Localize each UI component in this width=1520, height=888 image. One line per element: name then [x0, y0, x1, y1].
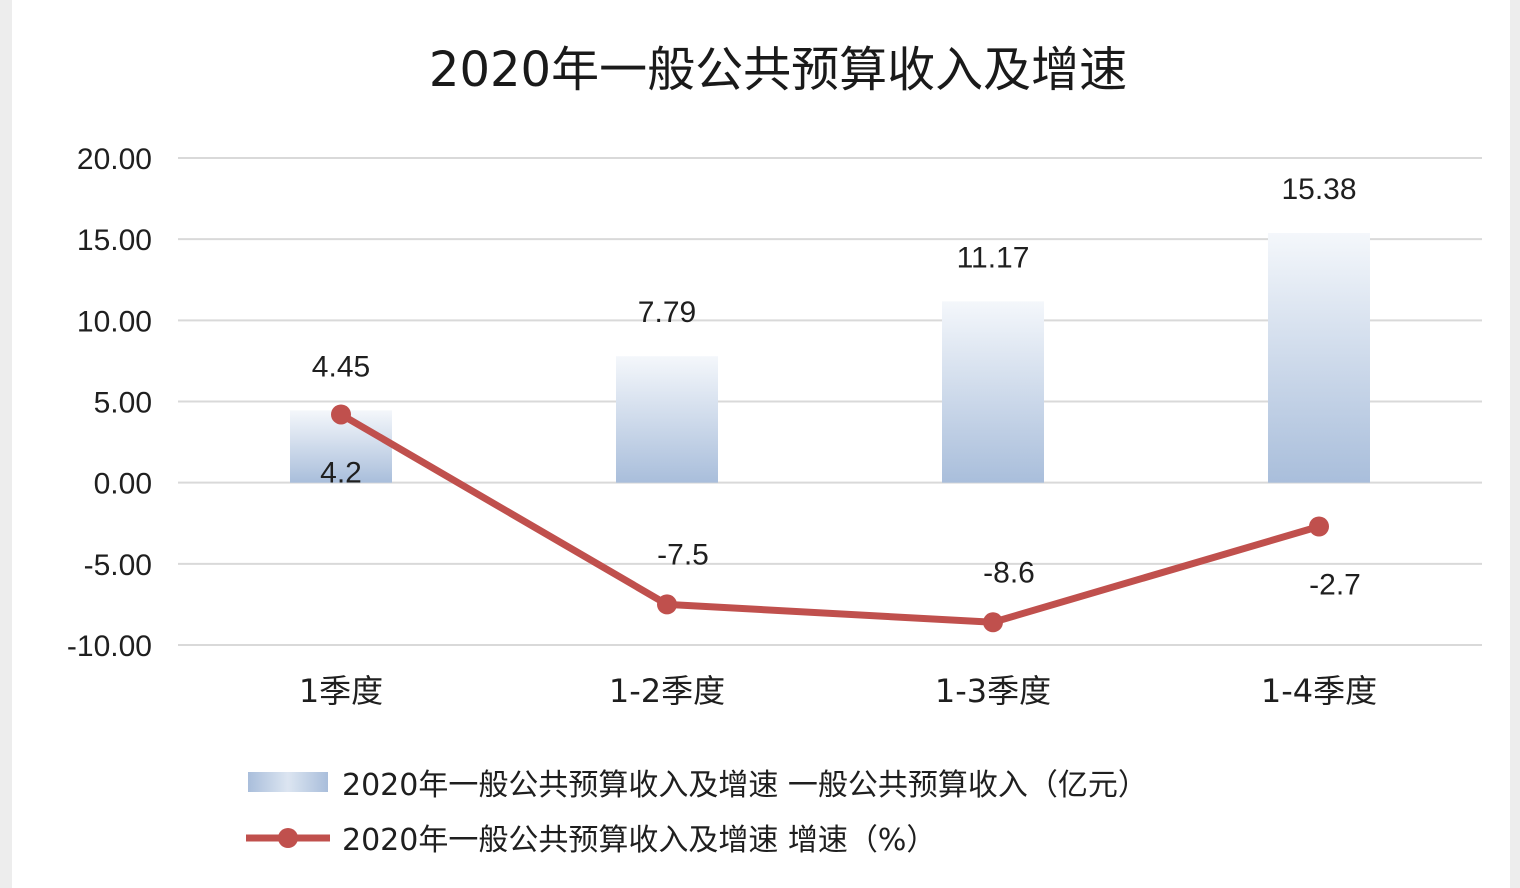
legend: 2020年一般公共预算收入及增速 一般公共预算收入（亿元） 2020年一般公共预…	[246, 768, 1148, 858]
bar-series	[290, 232, 1370, 483]
bar-data-label: 15.38	[1281, 173, 1356, 206]
bar-data-label: 11.17	[957, 241, 1030, 274]
legend-line-marker	[278, 828, 298, 848]
y-tick-label: 5.00	[94, 387, 152, 420]
chart-svg: 2020年一般公共预算收入及增速 20.00 15.00 10.00 5.00 0.00…	[67, 42, 1482, 858]
y-tick-label: 0.00	[94, 468, 152, 501]
legend-line-label: 2020年一般公共预算收入及增速 增速（%）	[342, 823, 936, 858]
x-tick-label: 1-3季度	[935, 672, 1051, 710]
line-data-label: 4.2	[320, 456, 362, 489]
line-data-label: -7.5	[657, 538, 709, 571]
x-axis-ticks: 1季度 1-2季度 1-3季度 1-4季度	[299, 672, 1377, 710]
x-tick-label: 1-2季度	[609, 672, 725, 710]
line-point	[657, 594, 677, 615]
bar-data-label: 7.79	[638, 296, 696, 329]
bar-data-labels: 4.45 7.79 11.17 15.38	[312, 173, 1357, 383]
growth-line	[339, 411, 1320, 626]
line-data-label: -2.7	[1309, 568, 1361, 601]
y-axis-ticks: 20.00 15.00 10.00 5.00 0.00 -5.00 -10.00	[67, 143, 152, 663]
legend-bar-swatch	[248, 772, 328, 792]
y-tick-label: -5.00	[84, 549, 152, 582]
y-tick-label: -10.00	[67, 630, 152, 663]
chart-title: 2020年一般公共预算收入及增速	[429, 42, 1127, 98]
line-data-labels: 4.2 -7.5 -8.6 -2.7	[320, 456, 1361, 601]
grid-layer	[178, 157, 1482, 646]
bar	[942, 301, 1044, 483]
line-series	[331, 404, 1329, 633]
bar-data-label: 4.45	[312, 350, 370, 383]
bar	[1268, 232, 1370, 483]
bar	[616, 356, 718, 483]
x-tick-label: 1-4季度	[1261, 672, 1377, 710]
legend-bar-label: 2020年一般公共预算收入及增速 一般公共预算收入（亿元）	[342, 768, 1148, 803]
x-tick-label: 1季度	[299, 672, 383, 710]
line-point	[983, 612, 1003, 633]
y-tick-label: 15.00	[77, 224, 152, 257]
line-data-label: -8.6	[983, 556, 1035, 589]
line-point	[1309, 516, 1329, 537]
y-tick-label: 10.00	[77, 305, 152, 338]
line-point	[331, 404, 351, 425]
y-tick-label: 20.00	[77, 143, 152, 176]
